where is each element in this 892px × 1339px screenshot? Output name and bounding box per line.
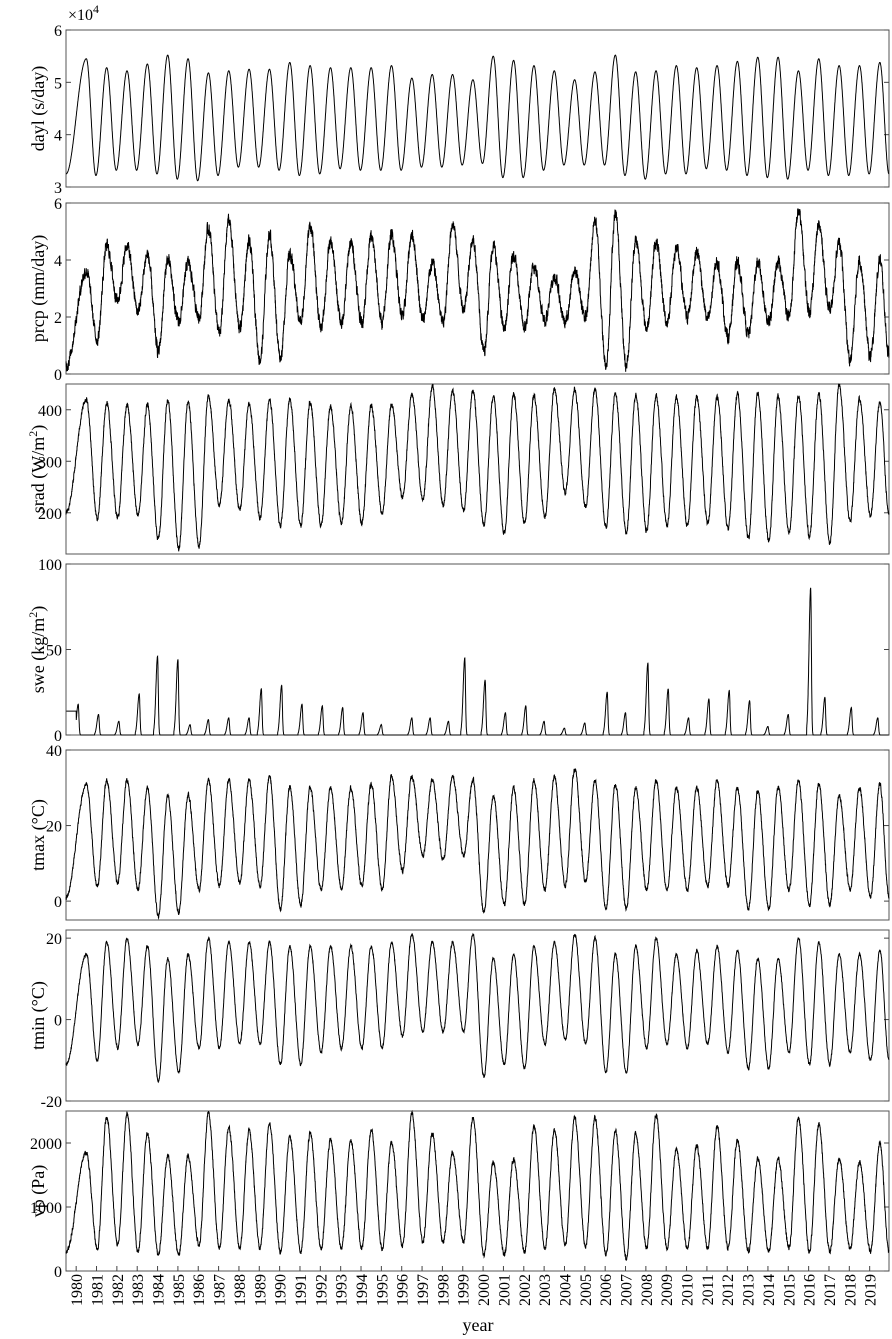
- y-tick-label: 50: [46, 643, 62, 660]
- x-tick-label: 2003: [537, 1274, 554, 1306]
- x-tick-label: 1986: [191, 1274, 208, 1306]
- series-line: [65, 208, 890, 372]
- x-tick-label: 1998: [435, 1274, 452, 1306]
- y-tick-label: 1000: [30, 1200, 62, 1217]
- panel-frame: [65, 563, 890, 736]
- x-tick-label: 2000: [476, 1274, 493, 1306]
- panel-frame: [65, 202, 890, 375]
- y-tick-label: 200: [38, 506, 62, 523]
- y-tick-label: 6: [54, 196, 62, 213]
- x-tick-label: 1981: [90, 1274, 107, 1306]
- x-tick-label: 2011: [700, 1274, 717, 1305]
- x-tick-label: 1980: [69, 1274, 86, 1306]
- x-tick-label: 2010: [680, 1274, 697, 1306]
- y-tick-label: 2: [54, 310, 62, 327]
- y-axis-title: srad (W/m2): [26, 425, 49, 513]
- panel-3: 0 50 100 swe (kg/m2): [26, 557, 890, 745]
- y-tick-label: 4: [54, 253, 62, 270]
- x-tick-label: 1992: [313, 1274, 330, 1306]
- series-line: [65, 1109, 890, 1262]
- x-tick-label: 2019: [863, 1274, 880, 1306]
- x-tick-label: 2005: [578, 1274, 595, 1306]
- y-tick-label: 0: [54, 367, 62, 384]
- panel-frame: [65, 749, 890, 921]
- y-tick-label: 2000: [30, 1136, 62, 1153]
- y-tick-label: 5: [54, 75, 62, 92]
- y-tick-label: 0: [54, 1264, 62, 1281]
- y-tick-label: 40: [46, 743, 62, 760]
- panel-1: 0 2 4 6 prcp (mm/day): [28, 196, 890, 384]
- y-tick-label: 400: [38, 403, 62, 420]
- panel-4: 0 20 40 tmax (°C): [28, 743, 890, 921]
- x-tick-label: 1989: [252, 1274, 269, 1306]
- x-tick-label: 2018: [842, 1274, 859, 1306]
- panel-frame: [65, 1110, 890, 1272]
- y-tick-label: 20: [46, 819, 62, 836]
- panel-frame: [65, 29, 890, 188]
- x-tick-label: 1994: [354, 1274, 371, 1306]
- x-tick-label: 1983: [130, 1274, 147, 1306]
- series-line: [65, 54, 890, 182]
- x-tick-label: 1985: [171, 1274, 188, 1306]
- x-tick-label: 1999: [456, 1274, 473, 1306]
- y-tick-label: 300: [38, 454, 62, 471]
- y-tick-label: 0: [54, 894, 62, 911]
- y-exponent-label: ×104: [68, 2, 99, 24]
- x-tick-label: 1997: [415, 1274, 432, 1306]
- x-tick-label: 2002: [517, 1274, 534, 1306]
- y-tick-label: 0: [54, 1013, 62, 1030]
- x-tick-label: 2015: [781, 1274, 798, 1306]
- x-tick-label: 2009: [659, 1274, 676, 1306]
- x-tick-label: 2001: [496, 1274, 513, 1306]
- x-tick-label: 1993: [334, 1274, 351, 1306]
- x-tick-label: 1982: [110, 1274, 127, 1306]
- x-tick-label: 2008: [639, 1274, 656, 1306]
- y-tick-label: 0: [54, 728, 62, 745]
- x-tick-label: 1988: [232, 1274, 249, 1306]
- panel-2: 200 300 400 srad (W/m2): [26, 383, 890, 555]
- x-tick-label: 2014: [761, 1274, 778, 1306]
- y-axis-title: tmax (°C): [28, 799, 49, 871]
- y-tick-label: -20: [41, 1094, 62, 1111]
- y-axis-title: tmin (°C): [28, 981, 49, 1050]
- x-tick-label: 1991: [293, 1274, 310, 1306]
- x-axis-title: year: [463, 1315, 494, 1335]
- panel-0: 3 4 5 6 dayl (s/day) ×104: [28, 2, 890, 197]
- x-tick-label: 1996: [395, 1274, 412, 1306]
- y-axis-title: prcp (mm/day): [28, 235, 49, 342]
- panel-6: 0 1000 2000 vp (Pa): [28, 1109, 890, 1281]
- y-tick-label: 6: [54, 23, 62, 40]
- x-tick-label: 1987: [212, 1274, 229, 1306]
- y-tick-label: 4: [54, 128, 62, 145]
- series-line: [65, 383, 890, 552]
- y-tick-label: 3: [54, 180, 62, 197]
- x-tick-label: 2007: [619, 1274, 636, 1306]
- x-tick-label: 2016: [802, 1274, 819, 1306]
- x-tick-label: 2004: [557, 1274, 574, 1306]
- x-tick-label: 2006: [598, 1274, 615, 1306]
- panel-frame: [65, 383, 890, 555]
- y-axis-title: swe (kg/m2): [26, 606, 49, 694]
- x-tick-label: 2017: [822, 1274, 839, 1306]
- y-tick-label: 100: [38, 557, 62, 574]
- panel-5: -20 0 20 tmin (°C): [28, 929, 890, 1111]
- x-tick-label: 1995: [374, 1274, 391, 1306]
- x-tick-label: 1990: [273, 1274, 290, 1306]
- y-axis-title: vp (Pa): [28, 1165, 49, 1218]
- series-line: [65, 932, 890, 1084]
- x-axis: 1980 1981 1982 1983 1984 1985 1986 1987 1988 1989…: [69, 1266, 880, 1306]
- y-axis-title: dayl (s/day): [28, 66, 49, 151]
- series-line: [65, 768, 890, 920]
- x-tick-label: 1984: [151, 1274, 168, 1306]
- x-tick-label: 2013: [741, 1274, 758, 1306]
- y-tick-label: 20: [46, 931, 62, 948]
- panel-frame: [65, 929, 890, 1102]
- series-line: [66, 587, 889, 736]
- x-tick-label: 2012: [720, 1274, 737, 1306]
